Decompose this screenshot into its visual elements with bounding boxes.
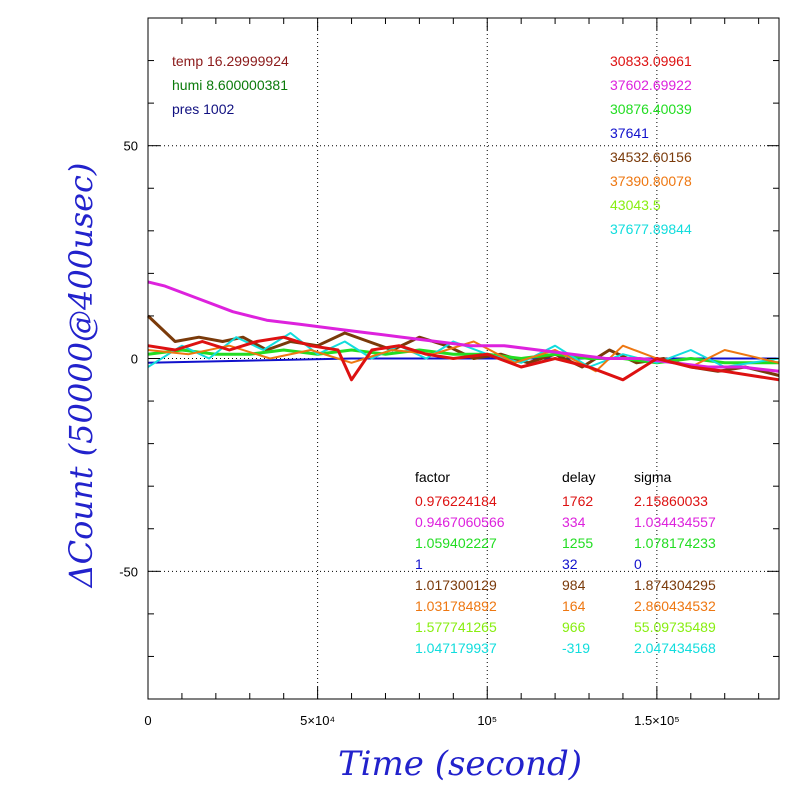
x-tick-label: 10⁵ [477,713,497,728]
x-tick-label: 1.5×10⁵ [634,713,680,728]
table-cell-factor: 1 [415,556,423,572]
legend-entry: 37641 [610,125,649,141]
env-annotation: humi 8.600000381 [172,77,288,93]
environment-annotations: temp 16.29999924 humi 8.600000381 pres 100… [172,53,289,117]
table-cell-sigma: 2.047434568 [634,640,716,656]
table-header: factor [415,469,450,485]
legend-entry: 37602.69922 [610,77,692,93]
table-cell-delay: 164 [562,598,586,614]
table-cell-delay: 1762 [562,493,593,509]
table-cell-delay: -319 [562,640,590,656]
x-tick-label: 0 [144,713,151,728]
table-cell-sigma: 1.874304295 [634,577,716,593]
y-tick-label: 50 [124,139,138,154]
table-cell-factor: 0.976224184 [415,493,497,509]
fit-parameter-table: factor delay sigma 0.976224184 1762 2.1586003… [415,469,716,656]
env-annotation: pres 1002 [172,101,234,117]
env-annotation: temp 16.29999924 [172,53,289,69]
legend: 30833.09961 37602.69922 30876.40039 37641 34… [610,53,692,237]
table-header: delay [562,469,595,485]
table-cell-delay: 966 [562,619,586,635]
legend-entry: 30876.40039 [610,101,692,117]
table-cell-sigma: 55.09735489 [634,619,716,635]
series-group [146,280,780,382]
table-cell-sigma: 2.15860033 [634,493,708,509]
legend-entry: 37677.89844 [610,221,692,237]
table-cell-sigma: 2.860434532 [634,598,716,614]
legend-entry: 43043.5 [610,197,661,213]
table-cell-factor: 1.577741265 [415,619,497,635]
tick-labels: 0 5×10⁴ 10⁵ 1.5×10⁵ 50 0 -50 [119,139,679,728]
legend-entry: 37390.80078 [610,173,692,189]
table-header: sigma [634,469,672,485]
y-tick-label: 0 [131,352,138,367]
table-cell-delay: 32 [562,556,578,572]
table-cell-sigma: 0 [634,556,642,572]
x-axis-title: Time (second) [338,744,582,784]
table-cell-sigma: 1.078174233 [634,535,716,551]
axis-frame [147,17,780,700]
table-cell-factor: 1.047179937 [415,640,497,656]
table-cell-factor: 1.017300129 [415,577,497,593]
legend-entry: 30833.09961 [610,53,692,69]
table-cell-delay: 1255 [562,535,593,551]
table-cell-factor: 1.059402227 [415,535,497,551]
y-tick-label: -50 [119,564,138,579]
series-line-7 [147,335,780,382]
table-cell-delay: 334 [562,514,586,530]
x-tick-label: 5×10⁴ [300,713,335,728]
table-cell-sigma: 1.034434557 [634,514,716,530]
y-axis-title: ΔCount (50000@400usec) [62,163,100,590]
table-cell-delay: 984 [562,577,586,593]
legend-entry: 34532.60156 [610,149,692,165]
table-cell-factor: 0.9467060566 [415,514,505,530]
table-cell-factor: 1.031784892 [415,598,497,614]
